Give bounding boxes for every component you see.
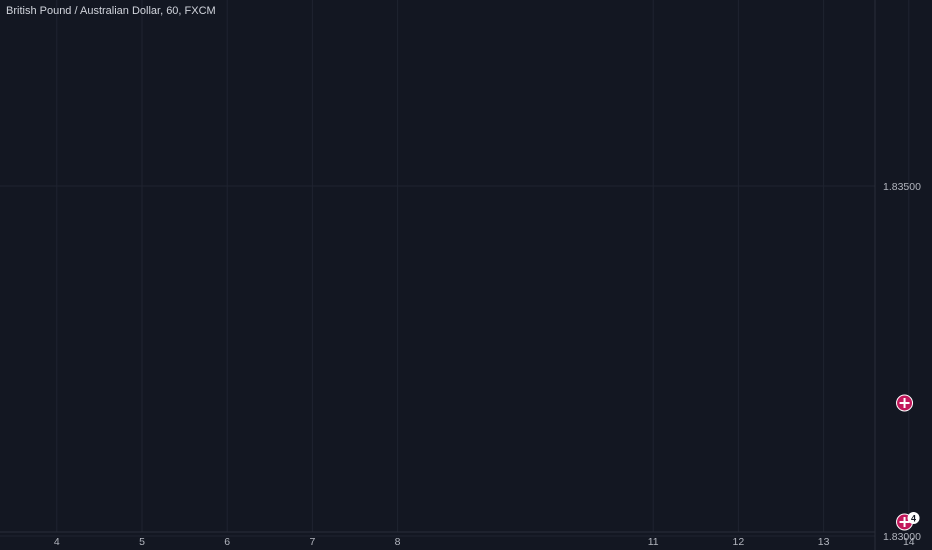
x-tick-label: 11: [648, 536, 659, 548]
x-tick-label: 8: [395, 536, 401, 548]
price-axis[interactable]: 1.910001.905001.900001.895001.890001.885…: [883, 0, 921, 543]
y-tick-label: 1.83500: [883, 181, 921, 193]
y-tick-label: 1.83000: [883, 531, 921, 543]
x-tick-label: 5: [139, 536, 145, 548]
x-tick-label: 6: [224, 536, 230, 548]
event-icons[interactable]: 44: [896, 394, 932, 531]
event-badge: [907, 512, 920, 524]
time-axis[interactable]: 456781112131415: [54, 536, 932, 548]
x-tick-label: 12: [733, 536, 745, 548]
x-tick-label: 14: [903, 536, 915, 548]
x-tick-label: 13: [818, 536, 830, 548]
chart-title: British Pound / Australian Dollar, 60, F…: [6, 5, 216, 17]
grid: [0, 0, 910, 537]
x-tick-label: 4: [54, 536, 60, 548]
x-tick-label: 7: [309, 536, 315, 548]
event-badge-count: 4: [911, 514, 916, 524]
